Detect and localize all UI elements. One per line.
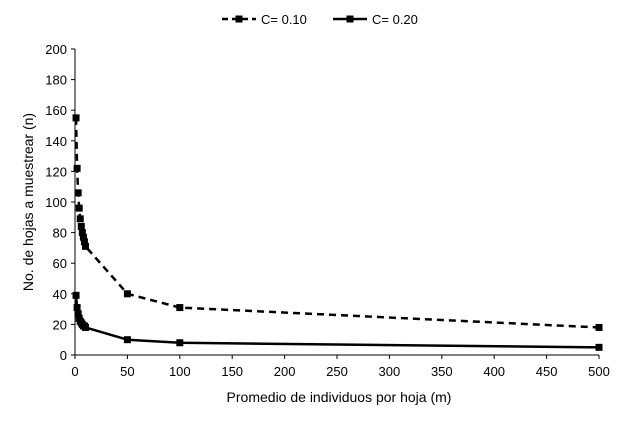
y-tick-label: 180 [45, 73, 67, 88]
x-tick-label: 500 [588, 364, 610, 379]
data-point [595, 343, 603, 351]
x-axis-title: Promedio de individuos por hoja (m) [227, 389, 452, 405]
x-tick-label: 250 [326, 364, 348, 379]
data-point [73, 164, 81, 172]
data-point [123, 336, 131, 344]
y-tick-label: 100 [45, 195, 67, 210]
y-tick-label: 20 [53, 317, 67, 332]
x-tick-label: 300 [379, 364, 401, 379]
data-point [80, 238, 88, 246]
legend: C= 0.10 C= 0.20 [222, 12, 418, 27]
x-tick-label: 450 [536, 364, 558, 379]
data-point [81, 323, 89, 331]
data-point [81, 242, 89, 250]
data-point [72, 114, 80, 122]
x-tick-label: 50 [120, 364, 134, 379]
legend-label: C= 0.10 [261, 12, 307, 27]
x-tick-label: 350 [431, 364, 453, 379]
y-tick-label: 120 [45, 164, 67, 179]
data-point [123, 290, 131, 298]
series-2 [72, 291, 603, 351]
data-point [77, 222, 85, 230]
x-axis: 0 50 100 150 200 250 300 350 400 450 500 [71, 354, 610, 379]
data-point [78, 229, 86, 237]
x-tick-label: 400 [483, 364, 505, 379]
y-axis: 0 20 40 60 80 100 120 140 160 180 200 [45, 42, 76, 363]
y-tick-label: 40 [53, 287, 67, 302]
x-tick-label: 100 [169, 364, 191, 379]
legend-label: C= 0.20 [372, 12, 418, 27]
y-axis-title: No. de hojas a muestrear (n) [20, 113, 36, 291]
y-tick-label: 60 [53, 256, 67, 271]
x-tick-label: 200 [274, 364, 296, 379]
series-line [74, 117, 600, 329]
data-point [73, 304, 81, 312]
x-tick-label: 150 [221, 364, 243, 379]
data-point [595, 323, 603, 331]
series-1 [72, 114, 603, 331]
legend-item-2: C= 0.20 [333, 12, 418, 27]
legend-item-1: C= 0.10 [222, 12, 307, 27]
y-tick-label: 80 [53, 226, 67, 241]
data-point [72, 291, 80, 299]
series-layer [72, 114, 603, 351]
legend-marker [235, 15, 243, 23]
x-tick-label: 0 [71, 364, 78, 379]
data-point [79, 233, 87, 241]
data-point [74, 310, 82, 318]
data-point [74, 189, 82, 197]
y-tick-label: 200 [45, 42, 67, 57]
series-line [74, 295, 600, 349]
y-tick-label: 140 [45, 134, 67, 149]
legend-marker [346, 15, 354, 23]
y-tick-label: 160 [45, 103, 67, 118]
data-point [176, 304, 184, 312]
data-point [75, 204, 83, 212]
y-tick-label: 0 [60, 348, 67, 363]
data-point [76, 215, 84, 223]
data-point [176, 339, 184, 347]
